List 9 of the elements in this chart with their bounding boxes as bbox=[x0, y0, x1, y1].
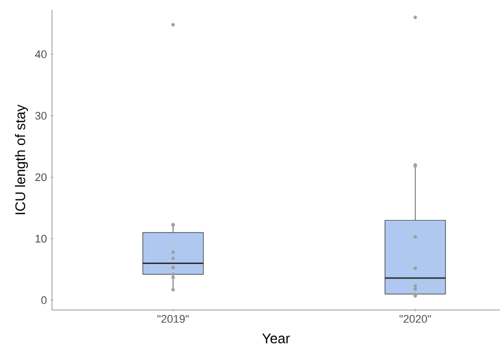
x-tick-label: "2019" bbox=[157, 315, 189, 323]
x-tick-label: "2020" bbox=[400, 315, 431, 323]
y-axis-title: ICU length of stay bbox=[14, 104, 28, 214]
y-tick-label: 30 bbox=[35, 112, 47, 120]
x-axis-title: Year bbox=[262, 334, 290, 344]
y-tick-label: 40 bbox=[35, 50, 47, 58]
y-tick-label: 10 bbox=[36, 234, 47, 243]
y-tick-label: 0 bbox=[41, 296, 47, 304]
y-tick-label: 20 bbox=[35, 173, 47, 182]
